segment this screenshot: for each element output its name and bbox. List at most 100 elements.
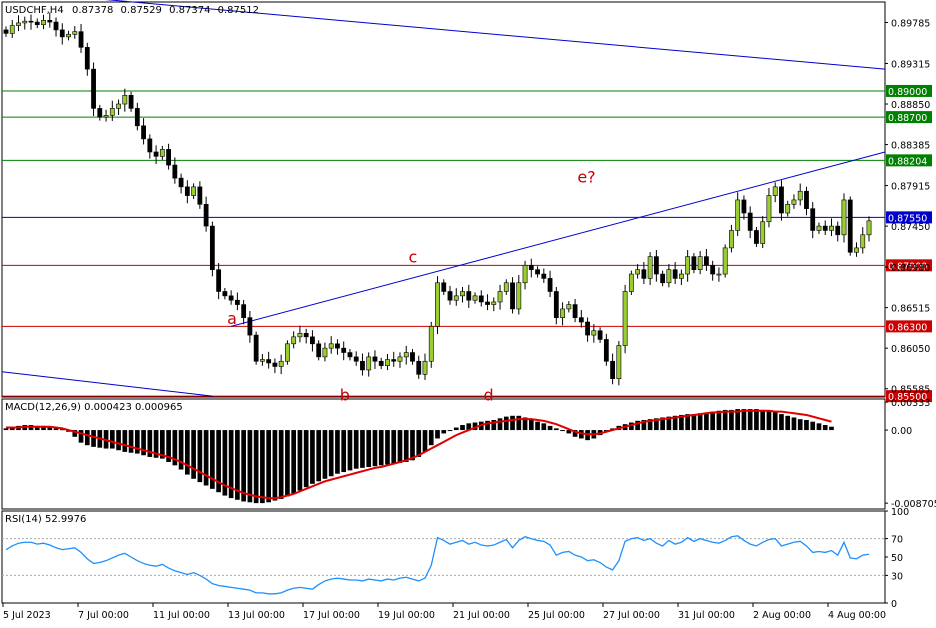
candle-body [503, 282, 509, 292]
macd-histogram-bar [216, 430, 221, 493]
candle-body [460, 291, 465, 297]
macd-y-tick-label: 0.00333 [891, 398, 930, 409]
macd-histogram-bar [372, 430, 378, 467]
candle-body [134, 108, 140, 127]
candle-body [259, 359, 265, 362]
rsi-line [5, 535, 870, 595]
macd-histogram-bar [166, 430, 171, 462]
bear-candle [535, 266, 540, 278]
macd-histogram-bar [172, 430, 178, 466]
macd-histogram-bar [272, 430, 278, 501]
macd-title: MACD(12,26,9) 0.000423 0.000965 [5, 402, 183, 413]
macd-histogram-bar [84, 430, 90, 446]
candle-body [410, 352, 415, 362]
bull-candle [760, 216, 766, 249]
macd-histogram-bar [391, 430, 397, 464]
macd-histogram-bar [53, 428, 59, 431]
macd-histogram-bar [91, 430, 96, 447]
macd-histogram-bar [785, 415, 791, 431]
x-tick-label: 4 Aug 00:00 [828, 610, 886, 621]
candle-body [285, 343, 290, 362]
triangle-upper-line [231, 151, 886, 327]
rsi-y-tick-label: 30 [891, 571, 903, 582]
bear-candle [141, 118, 146, 145]
macd-histogram-bar [666, 416, 672, 431]
macd-histogram-bar [491, 419, 497, 431]
macd-histogram-bar [241, 430, 246, 502]
bear-candle [541, 268, 547, 283]
candle-body [835, 225, 841, 236]
bear-candle [741, 195, 747, 220]
macd-y-tick-label: 0.00 [891, 426, 912, 437]
macd-histogram-bar [353, 430, 359, 469]
candle-body [710, 265, 716, 275]
candle-body [34, 21, 40, 25]
y-tick-label: 0.88385 [891, 141, 930, 152]
ohlc-open: 0.87378 [72, 5, 113, 16]
bear-candle [97, 104, 103, 121]
bear-candle [34, 18, 40, 29]
candle-body [41, 20, 46, 25]
macd-histogram-bar [747, 409, 753, 431]
candle-body [403, 352, 409, 358]
bull-candle [860, 227, 866, 254]
macd-histogram-bar [109, 430, 115, 449]
bear-candle [59, 23, 65, 45]
candle-body [678, 273, 684, 279]
candle-body [635, 269, 641, 275]
bull-candle [635, 264, 641, 279]
price-level-tag-bg [886, 211, 932, 224]
bear-candle [216, 263, 222, 300]
bear-candle [597, 327, 603, 343]
bear-candle [353, 351, 359, 366]
macd-signal-line [6, 409, 832, 500]
bear-candle [660, 270, 666, 287]
macd-histogram-bar [710, 411, 716, 431]
bull-candle [72, 26, 78, 39]
macd-histogram-bar [791, 417, 797, 431]
candle-body [779, 186, 784, 214]
macd-histogram-bar [485, 420, 490, 431]
candle-body [716, 273, 722, 276]
candle-body [328, 343, 334, 349]
bull-candle [41, 14, 46, 30]
macd-histogram-bar [403, 430, 409, 462]
candle-body [278, 360, 284, 367]
bear-candle [147, 134, 153, 159]
bull-candle [697, 251, 703, 275]
macd-histogram-bar [435, 430, 440, 439]
bear-candle [441, 279, 447, 295]
candle-body [729, 230, 734, 249]
macd-histogram-bar [535, 421, 540, 431]
wave-label: b [340, 385, 350, 404]
macd-histogram-bar [322, 430, 328, 479]
ohlc-close: 0.87512 [218, 5, 259, 16]
bear-candle [78, 23, 84, 53]
bull-candle [497, 284, 503, 310]
bull-candle [116, 99, 121, 116]
bear-candle [28, 14, 34, 30]
price-level-tag-bg [886, 259, 932, 272]
candle-body [572, 304, 578, 318]
bear-candle [341, 341, 347, 361]
candle-body [591, 330, 597, 336]
candle-body [159, 149, 165, 157]
candle-body [578, 317, 584, 323]
candle-body [84, 47, 90, 70]
x-tick-label: 17 Jul 00:00 [303, 610, 360, 621]
macd-histogram-bar [416, 430, 422, 457]
bear-candle [779, 180, 784, 221]
candle-body [360, 360, 365, 371]
bear-candle [184, 180, 190, 204]
macd-histogram-bar [335, 430, 340, 474]
candle-body [53, 21, 59, 31]
macd-histogram-bar [716, 410, 722, 431]
macd-histogram-bar [235, 430, 240, 500]
bear-candle [234, 292, 240, 311]
bull-candle [366, 352, 372, 377]
candle-body [397, 356, 403, 362]
bull-candle [422, 353, 428, 380]
candle-body [266, 359, 272, 364]
candle-body [466, 291, 472, 301]
